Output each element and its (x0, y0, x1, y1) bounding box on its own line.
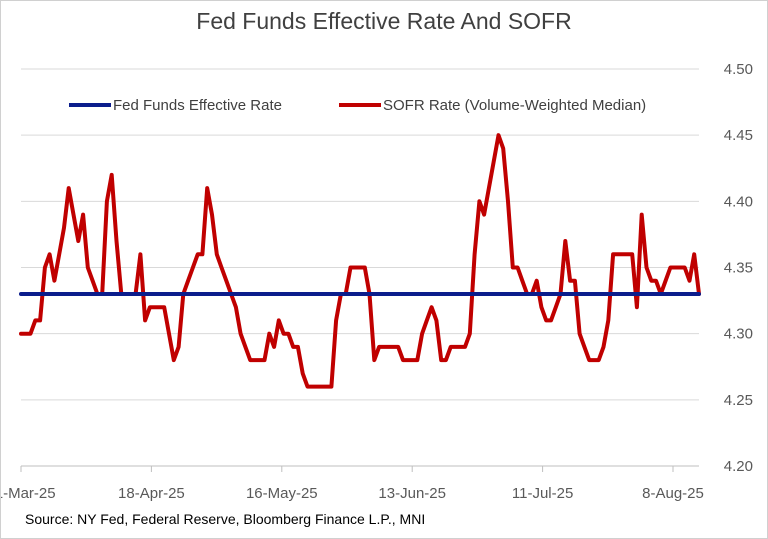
source-note: Source: NY Fed, Federal Reserve, Bloombe… (25, 511, 426, 527)
x-tick-label: 21-Mar-25 (1, 485, 56, 502)
y-tick-label: 4.20 (724, 458, 753, 475)
x-tick-label: 18-Apr-25 (118, 485, 185, 502)
y-tick-label: 4.40 (724, 193, 753, 210)
legend-label-effr: Fed Funds Effective Rate (113, 97, 282, 114)
x-axis: 21-Mar-25 18-Apr-25 16-May-25 13-Jun-25 11-J… (1, 465, 704, 502)
x-tick-label: 11-Jul-25 (512, 485, 573, 502)
x-tick-label: 8-Aug-25 (642, 485, 704, 502)
series-lines (19, 133, 701, 389)
x-tick-label: 16-May-25 (246, 485, 318, 502)
legend-label-sofr: SOFR Rate (Volume-Weighted Median) (383, 97, 646, 114)
legend: Fed Funds Effective Rate SOFR Rate (Volu… (69, 97, 646, 114)
y-tick-label: 4.35 (724, 260, 753, 277)
y-tick-label: 4.30 (724, 326, 753, 343)
y-tick-label: 4.45 (724, 127, 753, 144)
y-axis: 4.20 4.25 4.30 4.35 4.40 4.45 4.50 (724, 61, 753, 475)
y-tick-label: 4.25 (724, 392, 753, 409)
gridlines (21, 68, 699, 401)
chart-title: Fed Funds Effective Rate And SOFR (196, 8, 572, 34)
y-tick-label: 4.50 (724, 61, 753, 78)
series-line-sofr (19, 133, 701, 389)
x-tick-label: 13-Jun-25 (378, 485, 446, 502)
